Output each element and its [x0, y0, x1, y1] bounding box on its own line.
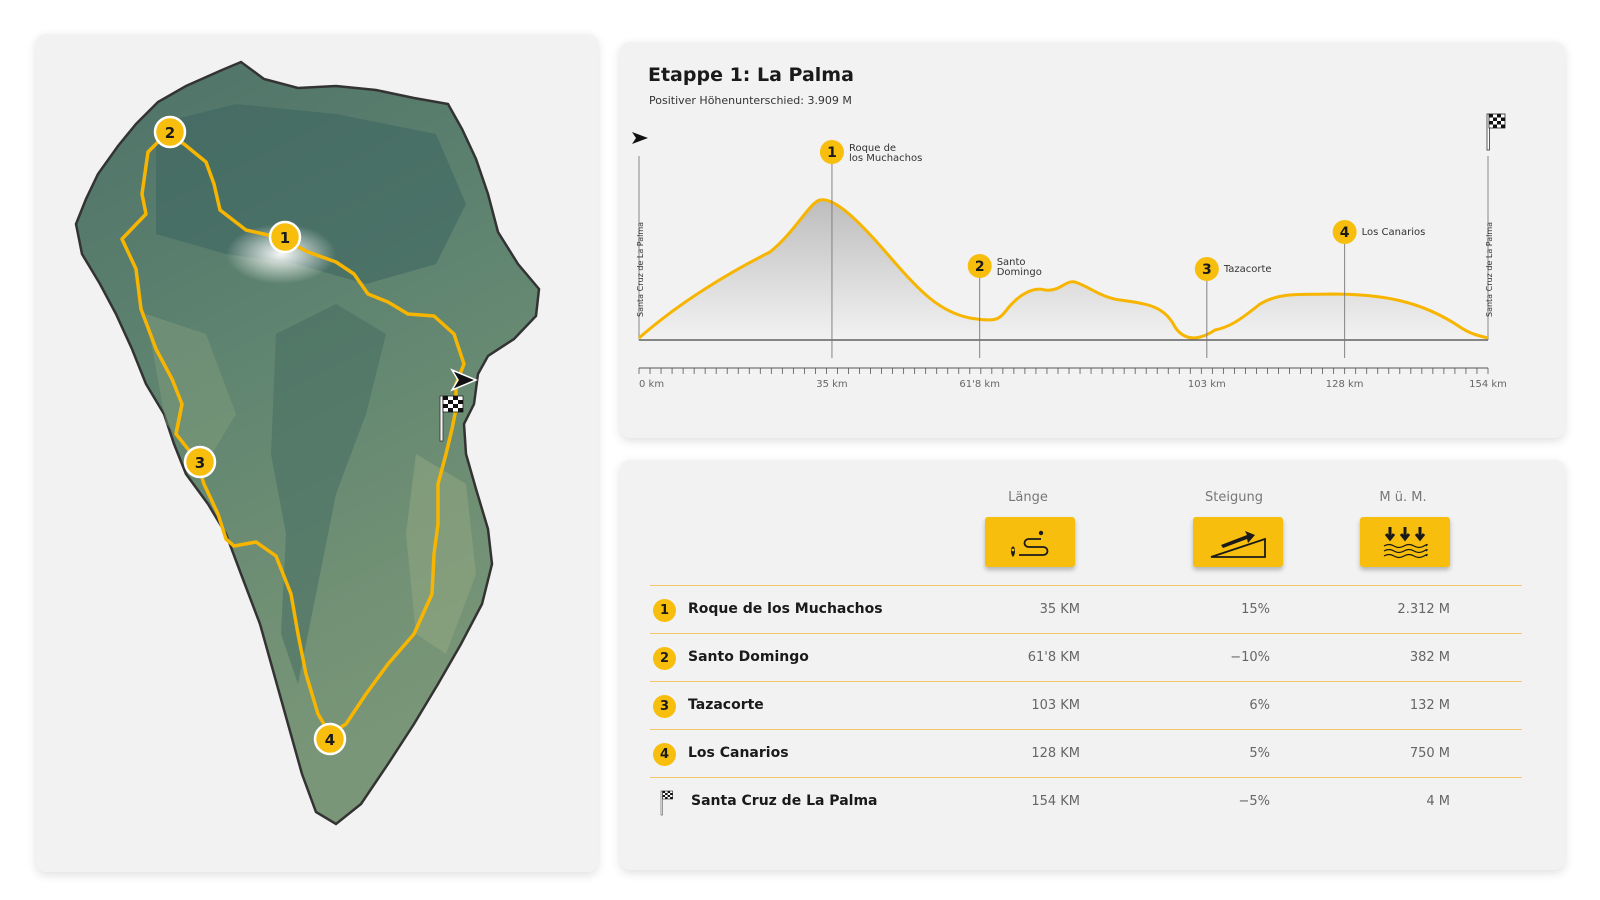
svg-text:3: 3	[195, 454, 205, 472]
svg-text:4: 4	[1340, 225, 1350, 241]
waypoint-marker-3[interactable]: 3 Tazacorte	[1194, 257, 1272, 358]
start-vertical-label: Santa Cruz de La Palma	[636, 222, 645, 317]
gradient-value: 6%	[1249, 698, 1270, 713]
waypoint-name: Santa Cruz de La Palma	[691, 793, 878, 809]
map-marker-3[interactable]: 3	[183, 445, 217, 479]
start-arrow-icon	[450, 368, 478, 392]
end-vertical-label: Santa Cruz de La Palma	[1485, 222, 1494, 317]
route-length-icon	[985, 517, 1075, 567]
svg-text:2: 2	[975, 259, 985, 275]
distance-tick-label: 0 km	[639, 379, 664, 390]
elevation-gain: Positiver Höhenunterschied: 3.909 M	[649, 94, 852, 107]
length-value: 103 KM	[1031, 698, 1080, 713]
waypoint-badge: 4	[653, 743, 676, 766]
terrain-light-east	[406, 454, 476, 654]
table-row[interactable]: 1 Roque de los Muchachos 35 KM 15% 2.312…	[650, 585, 1522, 633]
distance-tick-label: 128 km	[1326, 379, 1364, 390]
svg-text:4: 4	[325, 731, 335, 749]
waypoint-name: Roque de los Muchachos	[688, 601, 883, 617]
waypoint-label: Domingo	[997, 267, 1042, 278]
length-value: 128 KM	[1031, 746, 1080, 761]
terrain-light-west	[146, 314, 236, 464]
waypoint-name: Los Canarios	[688, 745, 789, 761]
altitude-value: 4 M	[1426, 794, 1450, 809]
map-marker-4[interactable]: 4	[313, 722, 347, 756]
start-arrow-icon	[632, 132, 648, 144]
distance-tick-label: 61'8 km	[959, 379, 1000, 390]
header-altitude: M ü. M.	[1379, 490, 1427, 505]
map-marker-2[interactable]: 2	[153, 115, 187, 149]
length-value: 154 KM	[1031, 794, 1080, 809]
svg-text:3: 3	[1202, 262, 1212, 278]
gradient-value: 5%	[1249, 746, 1270, 761]
terrain-shade-ridge	[271, 304, 386, 684]
table-row[interactable]: 4 Los Canarios 128 KM 5% 750 M	[650, 729, 1522, 777]
altitude-value: 2.312 M	[1397, 602, 1450, 617]
svg-text:1: 1	[827, 145, 837, 161]
altitude-value: 132 M	[1409, 698, 1450, 713]
finish-flag-icon	[660, 790, 673, 816]
gradient-slope-icon	[1193, 517, 1283, 567]
finish-flag-icon	[1486, 113, 1506, 151]
sea-level-icon	[1360, 517, 1450, 567]
waypoint-badge: 3	[653, 695, 676, 718]
elevation-area	[639, 199, 1488, 340]
altitude-value: 750 M	[1409, 746, 1450, 761]
gradient-value: −5%	[1238, 794, 1270, 809]
stage-title: Etappe 1: La Palma	[648, 64, 854, 86]
distance-tick-label: 103 km	[1188, 379, 1226, 390]
table-row[interactable]: 2 Santo Domingo 61'8 KM −10% 382 M	[650, 633, 1522, 681]
route-connector	[174, 403, 184, 435]
island-map[interactable]: 1 2 3 4	[36, 34, 598, 872]
gradient-value: 15%	[1241, 602, 1270, 617]
elevation-profile-panel: Etappe 1: La Palma Positiver Höhenunters…	[620, 42, 1565, 438]
elevation-line	[638, 198, 1489, 340]
distance-tick-label: 35 km	[816, 379, 847, 390]
waypoint-badge: 1	[653, 599, 676, 622]
waypoint-label: Tazacorte	[1223, 264, 1272, 275]
altitude-value: 382 M	[1409, 650, 1450, 665]
map-marker-1[interactable]: 1	[268, 220, 302, 254]
table-row[interactable]: 3 Tazacorte 103 KM 6% 132 M	[650, 681, 1522, 729]
length-value: 35 KM	[1039, 602, 1080, 617]
distance-tick-labels: 0 km 35 km 61'8 km 103 km 128 km 154 km	[639, 379, 1507, 390]
distance-ticks	[638, 368, 1489, 374]
header-length: Länge	[1008, 490, 1048, 505]
svg-text:1: 1	[280, 229, 290, 247]
waypoint-label: los Muchachos	[849, 153, 922, 164]
map-panel: 1 2 3 4	[36, 34, 598, 872]
waypoint-name: Santo Domingo	[688, 649, 809, 665]
header-gradient: Steigung	[1205, 490, 1263, 505]
table-row[interactable]: Santa Cruz de La Palma 154 KM −5% 4 M	[650, 777, 1522, 825]
waypoint-marker-4[interactable]: 4 Los Canarios	[1332, 220, 1426, 358]
finish-flag-icon	[439, 395, 464, 442]
length-value: 61'8 KM	[1027, 650, 1080, 665]
distance-tick-label: 154 km	[1469, 379, 1507, 390]
waypoint-badge: 2	[653, 647, 676, 670]
svg-text:2: 2	[165, 124, 175, 142]
summit-snow	[226, 224, 336, 284]
waypoint-name: Tazacorte	[688, 697, 764, 713]
gradient-value: −10%	[1230, 650, 1270, 665]
waypoint-label: Los Canarios	[1362, 227, 1426, 238]
waypoint-label: Roque de	[849, 143, 896, 154]
elevation-chart: Santa Cruz de La Palma Santa Cruz de La …	[632, 113, 1507, 390]
waypoint-label: Santo	[997, 257, 1026, 268]
stage-table-panel: Länge Steigung M ü. M. 1 Roque de los Mu…	[620, 460, 1565, 870]
